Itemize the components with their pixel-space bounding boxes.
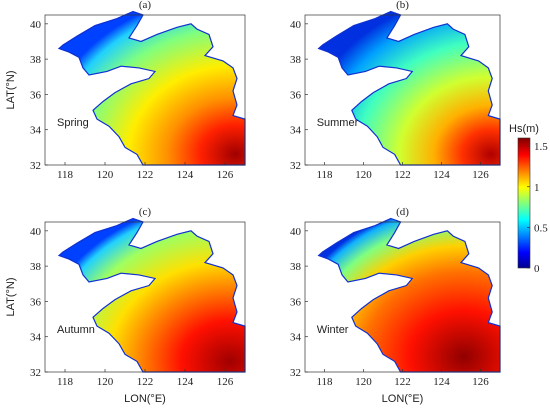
- season-label: Summer: [317, 117, 359, 129]
- colorbar-tick-label: 1.5: [534, 141, 548, 153]
- y-tick-label: 36: [30, 89, 42, 101]
- season-label: Autumn: [57, 324, 95, 336]
- x-tick-label: 118: [316, 376, 333, 388]
- x-tick-label: 120: [355, 169, 372, 181]
- colorbar-label: Hs(m): [509, 123, 539, 135]
- x-tick-label: 120: [97, 169, 114, 181]
- x-tick-label: 118: [57, 169, 74, 181]
- x-tick-label: 124: [433, 376, 450, 388]
- y-tick-label: 32: [290, 367, 301, 379]
- colorbar-tick-label: 0: [534, 263, 540, 275]
- wave-height-field: [317, 10, 501, 166]
- y-tick-label: 32: [30, 367, 41, 379]
- x-tick-label: 118: [316, 169, 333, 181]
- x-tick-label: 122: [137, 169, 154, 181]
- x-tick-label: 122: [137, 376, 154, 388]
- panel-title: (d): [396, 206, 409, 218]
- y-tick-label: 32: [290, 160, 301, 172]
- y-tick-label: 40: [30, 226, 42, 238]
- x-tick-label: 126: [217, 169, 234, 181]
- x-tick-label: 124: [177, 376, 194, 388]
- y-tick-label: 36: [290, 296, 302, 308]
- y-tick-label: 36: [30, 296, 42, 308]
- x-tick-label: 124: [433, 169, 450, 181]
- colorbar-tick-label: 0.5: [534, 222, 548, 234]
- x-axis-label: LON(°E): [124, 393, 166, 405]
- y-tick-label: 34: [290, 332, 302, 344]
- y-tick-label: 36: [290, 89, 302, 101]
- season-label: Winter: [317, 324, 349, 336]
- x-tick-label: 120: [97, 376, 114, 388]
- panel-title: (c): [139, 206, 152, 218]
- x-axis-label: LON(°E): [382, 393, 424, 405]
- wave-height-field: [57, 10, 246, 166]
- x-tick-label: 126: [472, 376, 489, 388]
- wave-height-field: [57, 217, 246, 373]
- y-tick-label: 34: [290, 125, 302, 137]
- x-tick-label: 126: [472, 169, 489, 181]
- y-tick-label: 38: [290, 261, 302, 273]
- y-axis-label: LAT(°N): [5, 277, 17, 316]
- colorbar-tick-label: 1: [534, 182, 540, 194]
- y-tick-label: 38: [30, 261, 42, 273]
- season-label: Spring: [57, 117, 89, 129]
- y-tick-label: 38: [290, 54, 302, 66]
- y-tick-label: 34: [30, 125, 42, 137]
- y-tick-label: 34: [30, 332, 42, 344]
- x-tick-label: 126: [217, 376, 234, 388]
- y-tick-label: 40: [290, 19, 302, 31]
- x-tick-label: 118: [57, 376, 74, 388]
- wave-height-field: [317, 217, 501, 373]
- x-tick-label: 122: [394, 169, 411, 181]
- y-tick-label: 38: [30, 54, 42, 66]
- panel-title: (b): [396, 0, 409, 11]
- y-tick-label: 32: [30, 160, 41, 172]
- panel-title: (a): [139, 0, 152, 11]
- x-tick-label: 124: [177, 169, 194, 181]
- x-tick-label: 122: [394, 376, 411, 388]
- y-axis-label: LAT(°N): [5, 70, 17, 109]
- x-tick-label: 120: [355, 376, 372, 388]
- y-tick-label: 40: [30, 19, 42, 31]
- y-tick-label: 40: [290, 226, 302, 238]
- colorbar: [517, 137, 531, 269]
